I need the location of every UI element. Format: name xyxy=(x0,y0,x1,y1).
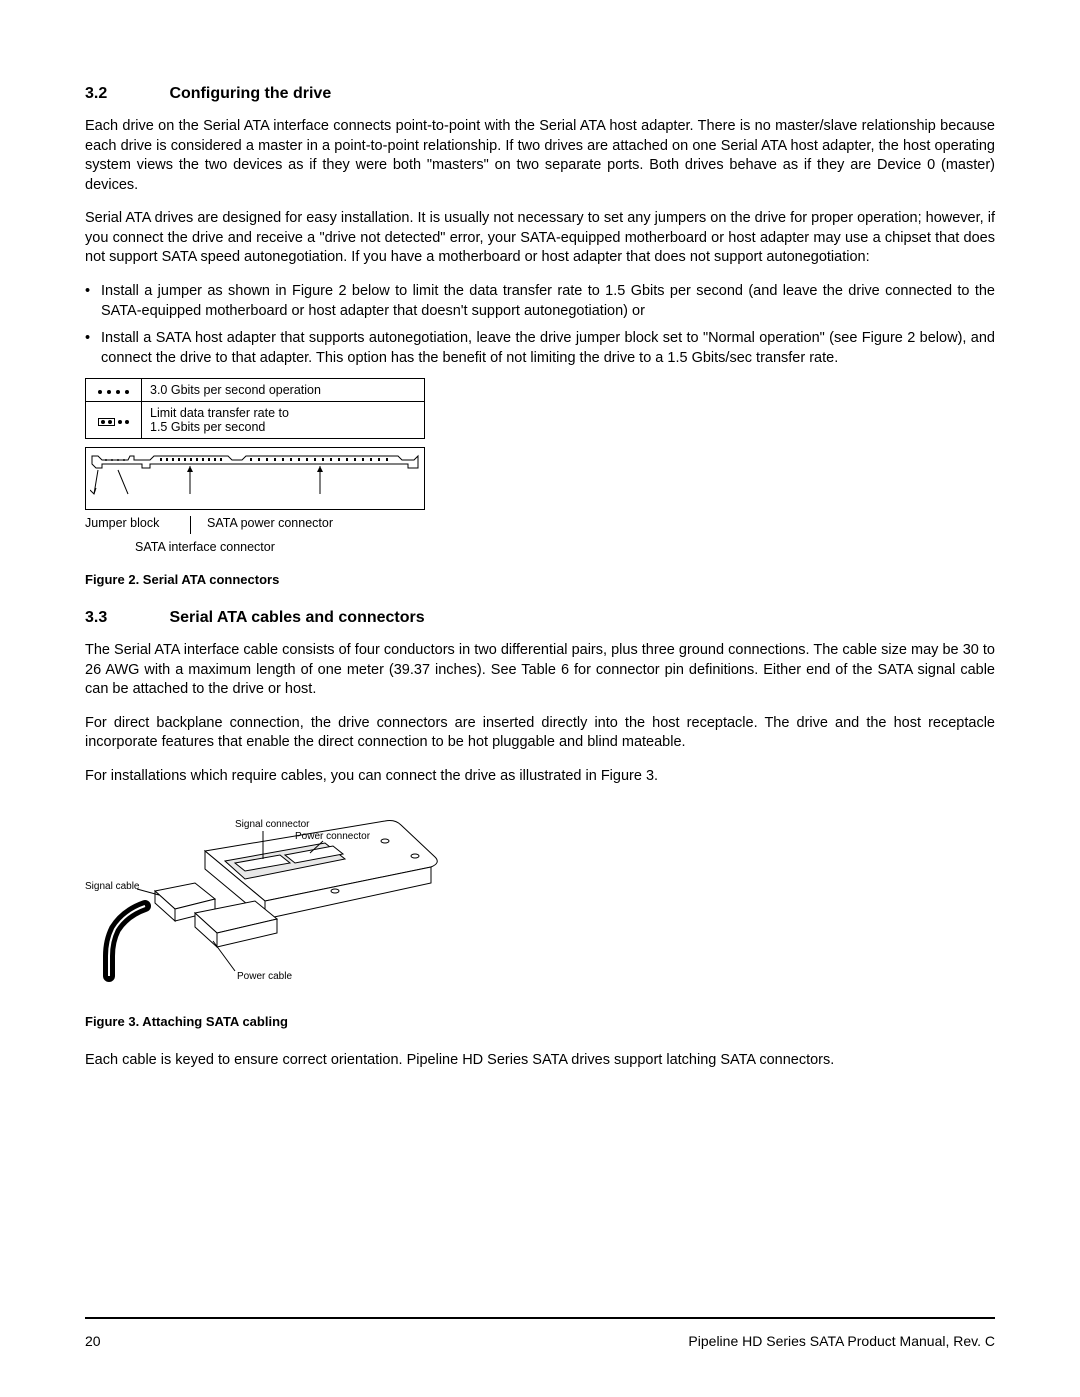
section-3-3-heading: 3.3 Serial ATA cables and connectors xyxy=(85,609,995,627)
section-3-2-para-2: Serial ATA drives are designed for easy … xyxy=(85,209,995,268)
section-title: Configuring the drive xyxy=(169,85,331,102)
fig3-power-connector-label: Power connector xyxy=(295,831,371,842)
figure-2-bottom-labels: Jumper block SATA power connector xyxy=(85,516,425,534)
section-3-2-bullets: Install a jumper as shown in Figure 2 be… xyxy=(85,282,995,368)
figure-3-diagram: Signal connector Power connector Signal … xyxy=(85,801,995,996)
section-title: Serial ATA cables and connectors xyxy=(169,609,424,626)
jumper-icon-3gbits xyxy=(86,379,142,402)
bullet-item: Install a SATA host adapter that support… xyxy=(85,329,995,368)
figure-3-caption: Figure 3. Attaching SATA cabling xyxy=(85,1014,995,1029)
section-number: 3.3 xyxy=(85,609,165,627)
four-dots-icon xyxy=(98,390,129,394)
section-3-2-para-1: Each drive on the Serial ATA interface c… xyxy=(85,117,995,195)
fig3-signal-connector-label: Signal connector xyxy=(235,819,310,830)
jumper-block-label: Jumper block xyxy=(85,516,190,534)
para-after-figure-3: Each cable is keyed to ensure correct or… xyxy=(85,1051,995,1071)
figure-2-caption: Figure 2. Serial ATA connectors xyxy=(85,572,995,587)
section-3-3-para-1: The Serial ATA interface cable consists … xyxy=(85,641,995,700)
sata-power-label: SATA power connector xyxy=(207,516,333,534)
section-3-3-para-2: For direct backplane connection, the dri… xyxy=(85,714,995,753)
section-number: 3.2 xyxy=(85,85,165,103)
fig3-signal-cable-label: Signal cable xyxy=(85,881,140,892)
sata-interface-label: SATA interface connector xyxy=(135,540,425,554)
document-title: Pipeline HD Series SATA Product Manual, … xyxy=(688,1333,995,1349)
page-number: 20 xyxy=(85,1333,101,1349)
page-footer: 20 Pipeline HD Series SATA Product Manua… xyxy=(85,1317,995,1349)
jumper-label-3gbits: 3.0 Gbits per second operation xyxy=(142,379,425,402)
section-3-3-para-3: For installations which require cables, … xyxy=(85,767,995,787)
bullet-item: Install a jumper as shown in Figure 2 be… xyxy=(85,282,995,321)
jumper-limit-icon xyxy=(98,418,129,426)
connector-outline-diagram xyxy=(85,447,425,510)
figure-2-diagram: 3.0 Gbits per second operation Limit dat… xyxy=(85,378,425,554)
jumper-icon-1-5gbits xyxy=(86,402,142,439)
fig3-power-cable-label: Power cable xyxy=(237,971,292,982)
jumper-settings-table: 3.0 Gbits per second operation Limit dat… xyxy=(85,378,425,439)
jumper-label-1-5gbits: Limit data transfer rate to 1.5 Gbits pe… xyxy=(142,402,425,439)
section-3-2-heading: 3.2 Configuring the drive xyxy=(85,85,995,103)
